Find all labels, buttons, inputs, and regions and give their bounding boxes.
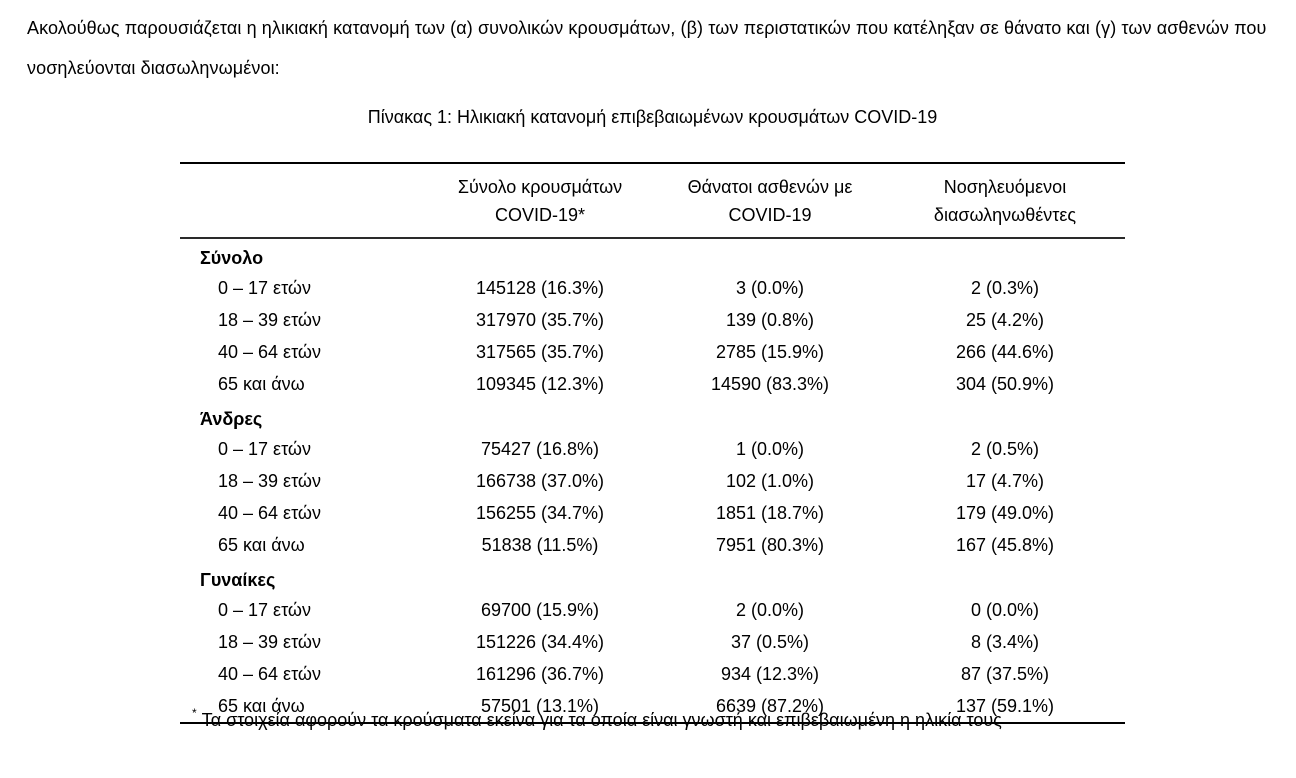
intubated-value: 2 (0.5%) [970, 438, 1040, 459]
intubated-value: 87 (37.5%) [960, 663, 1050, 684]
intubated-value: 167 (45.8%) [955, 534, 1055, 555]
table-row: 65 και άνω 51838 (11.5%) 7951 (80.3%) 167 (… [180, 529, 1125, 561]
cases-value: 109345 (12.3%) [475, 373, 605, 394]
intro-paragraph: Ακολούθως παρουσιάζεται η ηλικιακή καταν… [27, 18, 1267, 78]
age-label: 18 – 39 ετών [218, 631, 321, 652]
column-header-line: Νοσηλευόμενοι [943, 177, 1067, 197]
column-header-cases: Σύνολο κρουσμάτων COVID-19* [425, 163, 655, 238]
column-header-deaths: Θάνατοι ασθενών με COVID-19 [655, 163, 885, 238]
intubated-value: 2 (0.3%) [970, 277, 1040, 298]
table-row: 18 – 39 ετών 151226 (34.4%) 37 (0.5%) 8 (3.… [180, 626, 1125, 658]
age-label: 40 – 64 ετών [218, 663, 321, 684]
intubated-value: 25 (4.2%) [965, 309, 1045, 330]
intubated-value: 266 (44.6%) [955, 341, 1055, 362]
deaths-value: 139 (0.8%) [725, 309, 815, 330]
cases-value: 57501 (13.1%) [480, 695, 600, 716]
table-row: 40 – 64 ετών 317565 (35.7%) 2785 (15.9%) 26… [180, 336, 1125, 368]
table-title: Πίνακας 1: Ηλικιακή κατανομή επιβεβαιωμέ… [367, 107, 938, 127]
age-label: 0 – 17 ετών [218, 277, 311, 298]
age-label: 40 – 64 ετών [218, 341, 321, 362]
deaths-value: 102 (1.0%) [725, 470, 815, 491]
table-row: 40 – 64 ετών 161296 (36.7%) 934 (12.3%) 87 … [180, 658, 1125, 690]
table-row: 40 – 64 ετών 156255 (34.7%) 1851 (18.7%) 17… [180, 497, 1125, 529]
section-header-row: Άνδρες [180, 400, 1125, 433]
section-label: Γυναίκες [200, 569, 276, 590]
age-label: 65 και άνω [218, 695, 305, 716]
deaths-value: 934 (12.3%) [720, 663, 820, 684]
footnote-marker: * [192, 706, 197, 720]
intubated-value: 0 (0.0%) [970, 599, 1040, 620]
age-label: 0 – 17 ετών [218, 438, 311, 459]
table-row: 18 – 39 ετών 317970 (35.7%) 139 (0.8%) 25 (… [180, 304, 1125, 336]
intubated-value: 137 (59.1%) [955, 695, 1055, 716]
deaths-value: 6639 (87.2%) [715, 695, 825, 716]
deaths-value: 2785 (15.9%) [715, 341, 825, 362]
column-header-line: COVID-19 [728, 205, 812, 225]
deaths-value: 1 (0.0%) [735, 438, 805, 459]
table-body: Σύνολο 0 – 17 ετών 145128 (16.3%) 3 (0.0%) 2… [180, 238, 1125, 723]
column-header-line: Θάνατοι ασθενών με [687, 177, 853, 197]
cases-value: 145128 (16.3%) [475, 277, 605, 298]
intubated-value: 304 (50.9%) [955, 373, 1055, 394]
age-label: 40 – 64 ετών [218, 502, 321, 523]
cases-value: 161296 (36.7%) [475, 663, 605, 684]
age-label: 0 – 17 ετών [218, 599, 311, 620]
deaths-value: 1851 (18.7%) [715, 502, 825, 523]
deaths-value: 14590 (83.3%) [710, 373, 830, 394]
deaths-value: 2 (0.0%) [735, 599, 805, 620]
table-row: 0 – 17 ετών 145128 (16.3%) 3 (0.0%) 2 (0.3%… [180, 272, 1125, 304]
table-footnote: * Τα στοιχεία αφορούν τα κρούσματα εκείνα… [180, 702, 1137, 733]
column-header-line: Σύνολο κρουσμάτων [457, 177, 623, 197]
section-header-row: Σύνολο [180, 238, 1125, 272]
deaths-value: 37 (0.5%) [730, 631, 810, 652]
intubated-value: 17 (4.7%) [965, 470, 1045, 491]
cases-value: 151226 (34.4%) [475, 631, 605, 652]
cases-value: 51838 (11.5%) [481, 534, 599, 555]
deaths-value: 7951 (80.3%) [715, 534, 825, 555]
table-row: 0 – 17 ετών 75427 (16.8%) 1 (0.0%) 2 (0.5%) [180, 433, 1125, 465]
cases-value: 69700 (15.9%) [480, 599, 600, 620]
column-header-intubated: Νοσηλευόμενοι διασωληνωθέντες [885, 163, 1125, 238]
intubated-value: 8 (3.4%) [970, 631, 1040, 652]
column-header-line: COVID-19* [494, 205, 586, 225]
table-row: 65 και άνω 57501 (13.1%) 6639 (87.2%) 137 (… [180, 690, 1125, 723]
footnote-text: Τα στοιχεία αφορούν τα κρούσματα εκείνα … [201, 710, 1002, 730]
cases-value: 317565 (35.7%) [475, 341, 605, 362]
age-label: 18 – 39 ετών [218, 470, 321, 491]
table-header: Σύνολο κρουσμάτων COVID-19* Θάνατοι ασθε… [180, 163, 1125, 238]
cases-value: 156255 (34.7%) [475, 502, 605, 523]
table-row: 0 – 17 ετών 69700 (15.9%) 2 (0.0%) 0 (0.0%) [180, 594, 1125, 626]
section-label: Άνδρες [200, 408, 263, 429]
age-label: 65 και άνω [218, 534, 305, 555]
cases-value: 317970 (35.7%) [475, 309, 605, 330]
column-header-line: διασωληνωθέντες [933, 205, 1077, 225]
section-header-row: Γυναίκες [180, 561, 1125, 594]
column-header-empty [180, 163, 425, 238]
table-row: 18 – 39 ετών 166738 (37.0%) 102 (1.0%) 17 (… [180, 465, 1125, 497]
cases-value: 166738 (37.0%) [475, 470, 605, 491]
section-label: Σύνολο [200, 247, 264, 268]
covid-table: Σύνολο κρουσμάτων COVID-19* Θάνατοι ασθε… [180, 162, 1125, 724]
intubated-value: 179 (49.0%) [955, 502, 1055, 523]
header-row: Σύνολο κρουσμάτων COVID-19* Θάνατοι ασθε… [180, 163, 1125, 238]
age-label: 65 και άνω [218, 373, 305, 394]
age-label: 18 – 39 ετών [218, 309, 321, 330]
deaths-value: 3 (0.0%) [735, 277, 805, 298]
cases-value: 75427 (16.8%) [480, 438, 600, 459]
table-row: 65 και άνω 109345 (12.3%) 14590 (83.3%) 304… [180, 368, 1125, 400]
